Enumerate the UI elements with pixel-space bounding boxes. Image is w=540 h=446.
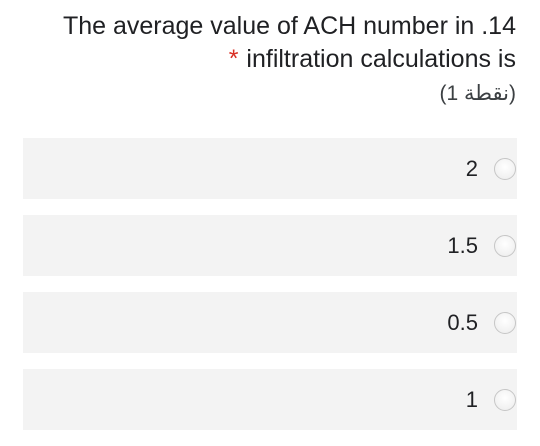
radio-button[interactable] (494, 311, 516, 334)
question-points: (1 نقطة) (439, 82, 516, 105)
question-title-text: infiltration calculations is (246, 45, 516, 73)
option-label: 1.5 (447, 232, 478, 258)
required-asterisk: * (228, 45, 239, 73)
option-1[interactable]: 1 (23, 369, 517, 430)
question-title-line-1: The average value of ACH number in .14 (62, 12, 516, 40)
option-0-5[interactable]: 0.5 (23, 292, 517, 353)
option-1-5[interactable]: 1.5 (23, 215, 517, 276)
option-label: 1 (465, 386, 478, 412)
option-label: 0.5 (447, 309, 478, 335)
radio-button[interactable] (494, 157, 516, 180)
radio-button[interactable] (494, 388, 516, 411)
question-block: The average value of ACH number in .14 *… (16, 10, 516, 110)
radio-button[interactable] (494, 234, 516, 257)
answer-options: 2 1.5 0.5 1 (23, 138, 517, 446)
option-2[interactable]: 2 (23, 138, 517, 199)
question-title-line-2: * infiltration calculations is (16, 43, 516, 76)
option-label: 2 (465, 155, 478, 181)
